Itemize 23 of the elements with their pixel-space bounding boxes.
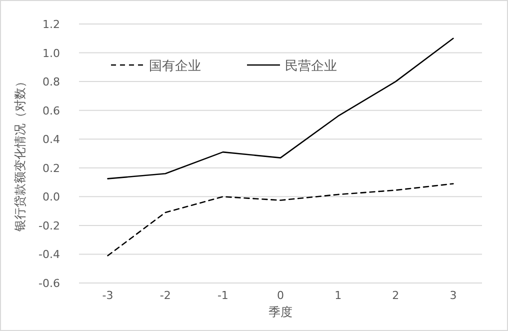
x-tick-label: 2 — [392, 289, 400, 302]
y-tick-label: 0.4 — [42, 133, 60, 146]
x-axis-title: 季度 — [268, 305, 292, 319]
y-tick-label: 0.8 — [42, 76, 60, 89]
y-axis-title: 银行贷款额变化情况（对数） — [13, 76, 27, 232]
y-tick-label: 0.0 — [42, 190, 60, 204]
y-tick-label: 1.2 — [42, 18, 60, 31]
legend-label: 国有企业 — [149, 59, 201, 74]
y-tick-label: 1.0 — [42, 46, 60, 60]
x-tick-label: 0 — [277, 289, 284, 302]
y-tick-label: 0.6 — [42, 104, 60, 118]
y-tick-label: -0.2 — [38, 219, 60, 232]
line-series — [107, 183, 454, 256]
y-tick-label: -0.4 — [38, 248, 60, 262]
x-tick-label: 1 — [334, 289, 342, 302]
line-series — [107, 38, 454, 180]
x-tick-label: -3 — [102, 289, 114, 302]
y-tick-label: -0.6 — [38, 277, 60, 290]
legend-label: 民营企业 — [285, 59, 337, 74]
x-tick-label: 3 — [450, 289, 457, 302]
x-tick-label: -1 — [217, 289, 228, 302]
y-tick-label: 0.2 — [42, 162, 60, 175]
x-tick-label: -2 — [160, 289, 171, 302]
